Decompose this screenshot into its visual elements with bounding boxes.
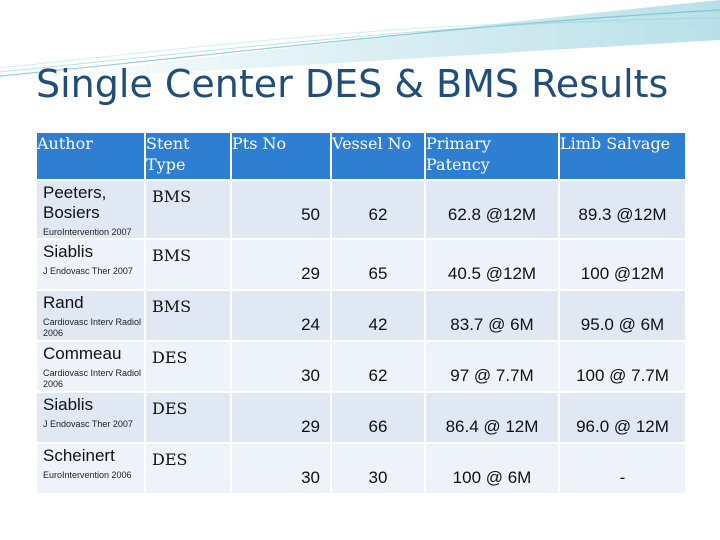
header-limb-salvage: Limb Salvage	[558, 131, 687, 181]
journal-ref: J Endovasc Ther 2007	[43, 266, 133, 276]
stent-type: BMS	[152, 246, 192, 265]
primary-patency: 83.7 @ 6M	[450, 315, 534, 334]
limb-salvage: 89.3 @12M	[578, 205, 667, 224]
primary-patency: 40.5 @12M	[447, 264, 537, 283]
header-vessel-no: Vessel No	[330, 131, 426, 181]
journal-ref: Cardiovasc Interv Radiol 2006	[43, 317, 142, 338]
limb-salvage: 100 @ 7.7M	[576, 366, 669, 385]
pts-no: 30	[301, 366, 320, 385]
journal-ref: Cardiovasc Interv Radiol 2006	[43, 368, 142, 389]
header-stent-type: Stent Type	[144, 131, 232, 181]
journal-ref: EuroIntervention 2006	[43, 470, 132, 480]
limb-salvage: 95.0 @ 6M	[580, 315, 665, 334]
stent-type: BMS	[152, 187, 192, 206]
table-row: Rand Cardiovasc Interv Radiol 2006 BMS 2…	[35, 289, 687, 342]
table-row: Siablis J Endovasc Ther 2007 BMS 29 65 4…	[35, 238, 687, 291]
stent-type: DES	[152, 450, 188, 469]
table-row: Scheinert EuroIntervention 2006 DES 30 3…	[35, 442, 687, 495]
table-row: Siablis J Endovasc Ther 2007 DES 29 66 8…	[35, 391, 687, 444]
primary-patency: 86.4 @ 12M	[445, 417, 539, 436]
limb-salvage: 96.0 @ 12M	[576, 417, 669, 436]
author-cell: Rand Cardiovasc Interv Radiol 2006	[35, 289, 146, 342]
stent-type: DES	[152, 399, 188, 418]
vessel-no: 62	[368, 366, 388, 385]
limb-salvage: -	[619, 468, 626, 487]
author-name: Siablis	[43, 395, 94, 414]
author-cell: Commeau Cardiovasc Interv Radiol 2006	[35, 340, 146, 393]
author-name: Rand	[43, 293, 84, 312]
author-name: Commeau	[43, 344, 122, 363]
journal-ref: J Endovasc Ther 2007	[43, 419, 133, 429]
header-pts-no: Pts No	[230, 131, 332, 181]
stent-type: BMS	[152, 297, 192, 316]
primary-patency: 97 @ 7.7M	[450, 366, 534, 385]
table-header-row: Author Stent Type Pts No Vessel No Prima…	[35, 131, 687, 181]
table-row: Peeters, Bosiers EuroIntervention 2007 B…	[35, 179, 687, 240]
journal-ref: EuroIntervention 2007	[43, 227, 132, 237]
vessel-no: 62	[368, 205, 388, 224]
header-author: Author	[35, 131, 146, 181]
author-name: Peeters, Bosiers	[43, 183, 107, 222]
primary-patency: 62.8 @12M	[447, 205, 537, 224]
vessel-no: 42	[368, 315, 388, 334]
pts-no: 29	[301, 417, 320, 436]
primary-patency: 100 @ 6M	[452, 468, 532, 487]
slide-title: Single Center DES & BMS Results	[36, 62, 669, 106]
table-row: Commeau Cardiovasc Interv Radiol 2006 DE…	[35, 340, 687, 393]
limb-salvage: 100 @12M	[580, 264, 665, 283]
author-name: Siablis	[43, 242, 94, 261]
vessel-no: 65	[368, 264, 388, 283]
decorative-swoosh	[0, 0, 720, 82]
vessel-no: 30	[368, 468, 388, 487]
author-cell: Peeters, Bosiers EuroIntervention 2007	[35, 179, 146, 240]
author-name: Scheinert	[43, 446, 115, 465]
pts-no: 24	[301, 315, 320, 334]
pts-no: 29	[301, 264, 320, 283]
pts-no: 30	[301, 468, 320, 487]
pts-no: 50	[301, 205, 320, 224]
author-cell: Scheinert EuroIntervention 2006	[35, 442, 146, 495]
results-table: Author Stent Type Pts No Vessel No Prima…	[35, 131, 687, 495]
vessel-no: 66	[368, 417, 388, 436]
author-cell: Siablis J Endovasc Ther 2007	[35, 391, 146, 444]
header-primary-patency: Primary Patency	[424, 131, 560, 181]
stent-type: DES	[152, 348, 188, 367]
author-cell: Siablis J Endovasc Ther 2007	[35, 238, 146, 291]
